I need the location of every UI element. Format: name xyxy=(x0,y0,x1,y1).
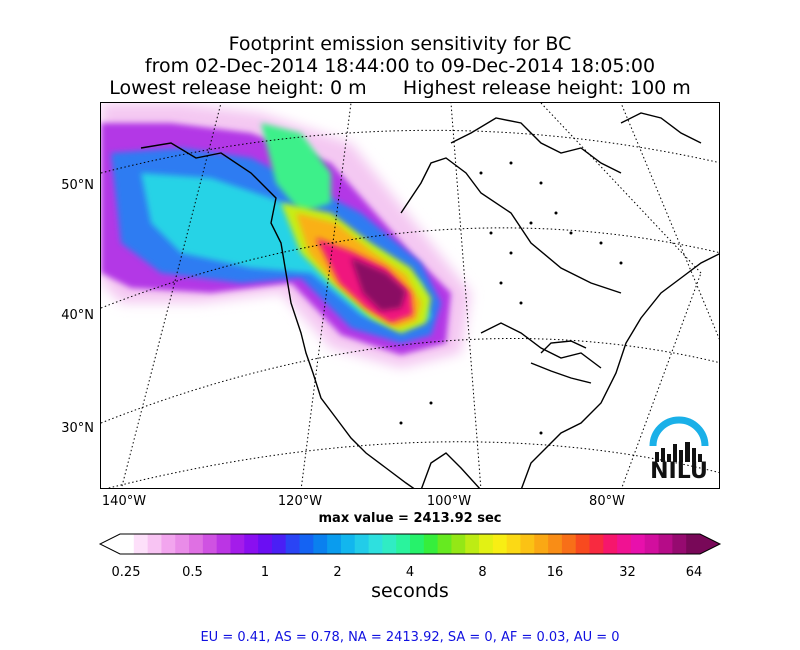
colorbar-tick-label: 0.25 xyxy=(111,565,141,580)
colorbar-cell xyxy=(133,534,149,554)
colorbar-cell xyxy=(548,534,563,554)
colorbar-cell xyxy=(423,534,439,554)
colorbar-cell xyxy=(244,534,259,554)
colorbar-cell xyxy=(465,534,480,554)
colorbar-cell xyxy=(327,534,342,554)
colorbar-cell xyxy=(340,534,356,554)
colorbar-max-extension xyxy=(700,534,720,554)
graticule xyxy=(101,103,719,488)
colorbar-cell xyxy=(230,534,245,554)
colorbar-cell xyxy=(644,534,660,554)
footprint-map xyxy=(100,102,720,489)
colorbar-cell xyxy=(589,534,604,554)
lat-label-50n: 50°N xyxy=(61,178,94,193)
lon-label-80w: 80°W xyxy=(589,494,625,509)
colorbar-cell xyxy=(354,534,370,554)
colorbar-min-extension xyxy=(100,534,120,554)
title-line-1: Footprint emission sensitivity for BC xyxy=(228,33,572,55)
colorbar-cell xyxy=(189,534,204,554)
colorbar-cell xyxy=(161,534,176,554)
colorbar-cell xyxy=(658,534,673,554)
colorbar-cell xyxy=(479,534,494,554)
colorbar-cell xyxy=(561,534,577,554)
colorbar-cell xyxy=(313,534,328,554)
colorbar-cell xyxy=(285,534,301,554)
colorbar-cell xyxy=(603,534,618,554)
colorbar-tick-label: 1 xyxy=(260,565,270,580)
lowest-release-height: Lowest release height: 0 m xyxy=(109,77,367,99)
lon-label-140w: 140°W xyxy=(101,494,147,509)
colorbar-cell xyxy=(396,534,411,554)
colorbar-cell xyxy=(686,534,701,554)
colorbar-cell xyxy=(120,534,135,554)
colorbar-cell xyxy=(437,534,452,554)
colorbar-cell xyxy=(299,534,314,554)
colorbar-tick-label: 4 xyxy=(405,565,415,580)
colorbar-cell xyxy=(382,534,397,554)
colorbar-cell xyxy=(258,534,273,554)
colorbar-cell xyxy=(575,534,591,554)
footprint-field xyxy=(101,103,471,368)
colorbar-cell xyxy=(410,534,425,554)
nilu-logo-text: NILU xyxy=(650,459,708,484)
nilu-logo-mark xyxy=(649,416,709,462)
title-line-2: from 02-Dec-2014 18:44:00 to 09-Dec-2014… xyxy=(144,55,656,77)
colorbar-cell xyxy=(630,534,646,554)
nilu-logo: NILU xyxy=(645,412,713,484)
colorbar-cell xyxy=(202,534,218,554)
highest-release-height: Highest release height: 100 m xyxy=(402,77,691,99)
colorbar-cell xyxy=(216,534,231,554)
max-value-label: max value = 2413.92 sec xyxy=(318,511,502,526)
colorbar-cell xyxy=(147,534,162,554)
colorbar-cell xyxy=(175,534,190,554)
colorbar-unit-label: seconds xyxy=(371,580,449,602)
lakes-islands xyxy=(399,161,623,435)
coastlines xyxy=(140,112,719,488)
colorbar-cell xyxy=(672,534,687,554)
colorbar-cell xyxy=(492,534,508,554)
colorbar xyxy=(98,533,722,555)
colorbar-cell xyxy=(520,534,535,554)
colorbar-cell xyxy=(368,534,383,554)
map-canvas xyxy=(101,103,719,488)
title-line-3: Lowest release height: 0 m Highest relea… xyxy=(0,76,800,100)
colorbar-cell xyxy=(271,534,287,554)
colorbar-tick-label: 8 xyxy=(478,565,487,580)
colorbar-cell xyxy=(451,534,466,554)
colorbar-tick-label: 64 xyxy=(685,565,703,580)
colorbar-outline xyxy=(98,533,722,555)
lat-label-40n: 40°N xyxy=(61,308,94,323)
colorbar-tick-label: 16 xyxy=(546,565,564,580)
colorbar-tick-label: 2 xyxy=(333,565,342,580)
lat-label-30n: 30°N xyxy=(61,421,94,436)
colorbar-tick-label: 0.5 xyxy=(182,565,203,580)
lon-label-120w: 120°W xyxy=(277,494,323,509)
colorbar-cell xyxy=(534,534,549,554)
colorbar-tick-label: 32 xyxy=(619,565,636,580)
lon-label-100w: 100°W xyxy=(426,494,472,509)
region-stats: EU = 0.41, AS = 0.78, NA = 2413.92, SA =… xyxy=(200,630,620,645)
colorbar-cells xyxy=(100,534,720,554)
colorbar-cell xyxy=(617,534,632,554)
colorbar-cell xyxy=(506,534,521,554)
